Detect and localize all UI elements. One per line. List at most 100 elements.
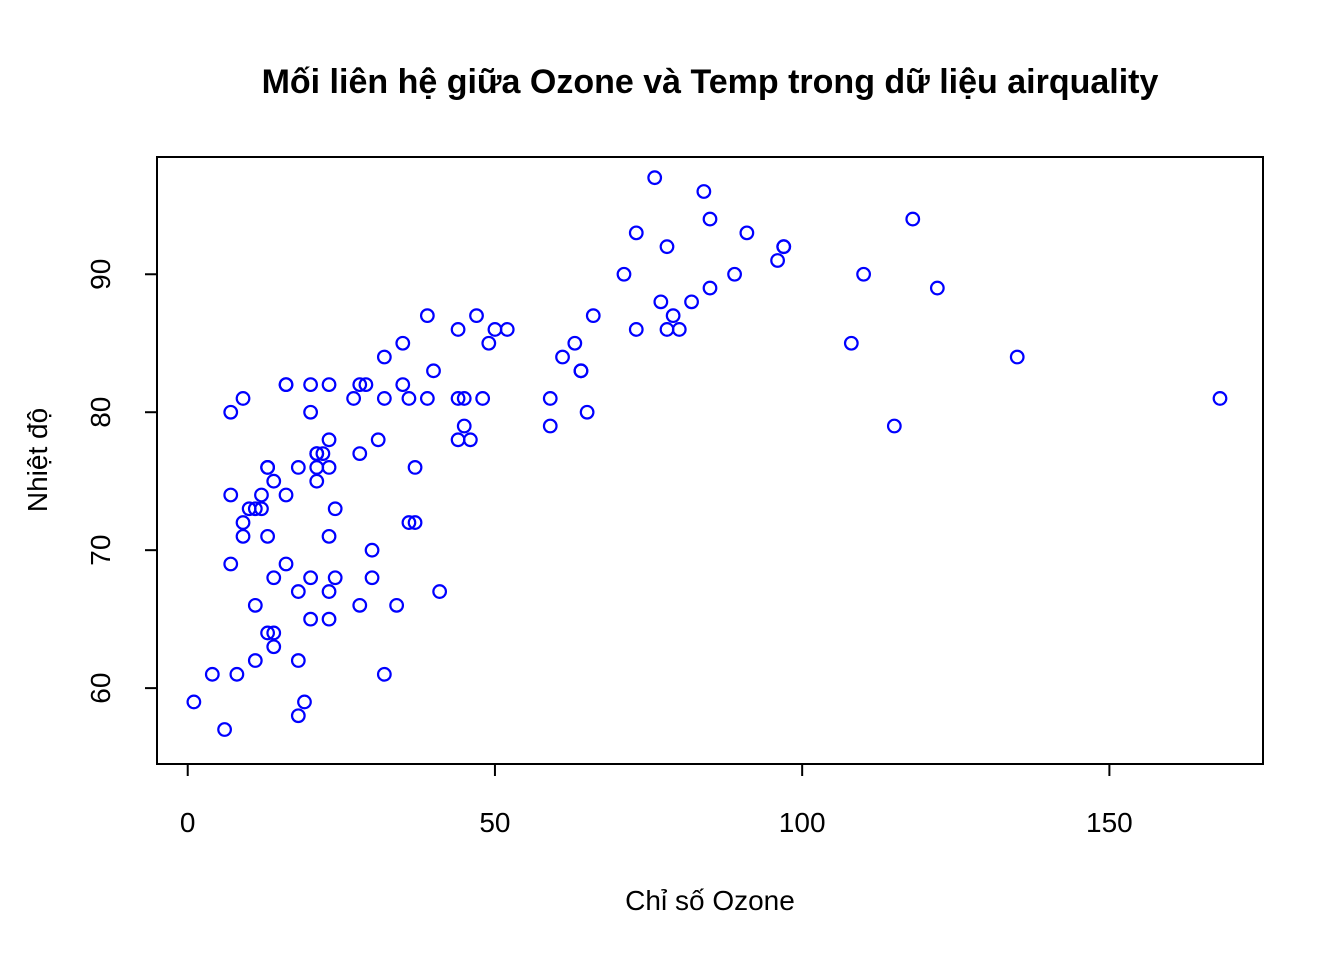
data-point	[647, 170, 663, 186]
data-point	[309, 459, 325, 475]
data-point	[223, 556, 239, 572]
data-point	[266, 625, 282, 641]
data-point	[229, 666, 245, 682]
data-point	[223, 404, 239, 420]
data-point	[450, 432, 466, 448]
data-point	[235, 515, 251, 530]
data-point	[364, 570, 380, 586]
data-point	[278, 556, 294, 572]
data-point	[702, 280, 718, 296]
data-point	[475, 391, 491, 406]
data-point	[456, 391, 472, 406]
data-point	[628, 225, 644, 241]
data-point	[542, 418, 558, 434]
data-point	[352, 377, 368, 393]
data-point	[321, 584, 337, 599]
data-point	[407, 459, 423, 475]
data-point	[665, 308, 681, 324]
data-point	[653, 294, 669, 310]
data-point	[450, 322, 466, 337]
data-point	[303, 404, 319, 420]
y-axis: 60 70 80 90	[85, 259, 158, 704]
data-point	[370, 432, 386, 448]
data-point	[419, 308, 435, 324]
data-point	[499, 322, 515, 337]
data-point	[346, 391, 362, 406]
data-point	[303, 611, 319, 627]
data-point	[573, 363, 589, 379]
data-point	[303, 570, 319, 586]
data-point	[776, 239, 792, 255]
data-point	[542, 391, 558, 406]
data-point	[352, 597, 368, 613]
data-point	[856, 266, 872, 282]
data-point	[886, 418, 902, 434]
data-point	[770, 253, 785, 268]
data-point	[186, 694, 202, 710]
data-point	[247, 597, 263, 613]
data-point	[321, 611, 337, 627]
data-point	[1212, 391, 1228, 406]
data-point	[327, 570, 343, 586]
data-point	[241, 501, 257, 517]
data-point	[247, 653, 263, 668]
data-point	[419, 391, 435, 406]
data-point	[235, 528, 251, 544]
data-point	[407, 515, 423, 530]
data-point	[684, 294, 699, 310]
data-point	[567, 335, 583, 351]
data-point	[278, 487, 294, 503]
x-tick-label: 50	[479, 807, 510, 838]
data-point	[456, 418, 472, 434]
data-point	[321, 377, 337, 393]
data-point	[432, 584, 448, 599]
data-point	[389, 597, 405, 613]
y-tick-label: 60	[85, 673, 116, 704]
data-point	[727, 266, 742, 282]
data-point	[254, 487, 269, 503]
data-point	[376, 349, 392, 365]
data-point	[376, 666, 392, 682]
data-point	[659, 322, 675, 337]
data-point	[462, 432, 478, 448]
data-point	[395, 335, 411, 351]
data-point	[266, 639, 282, 655]
data-point	[247, 501, 263, 517]
data-point	[616, 266, 632, 282]
data-point	[260, 459, 276, 475]
data-point	[266, 473, 282, 489]
data-point	[579, 404, 595, 420]
data-point	[929, 280, 945, 296]
data-point	[843, 335, 859, 351]
data-point	[487, 322, 503, 337]
data-point	[395, 377, 411, 393]
data-point	[303, 377, 319, 393]
data-point	[327, 501, 343, 517]
y-tick-label: 70	[85, 535, 116, 566]
data-point	[555, 349, 570, 365]
x-axis-label: Chỉ số Ozone	[625, 885, 795, 916]
x-axis: 0 50 100 150	[180, 763, 1133, 838]
data-point	[401, 515, 417, 530]
data-point	[290, 653, 306, 668]
data-point	[702, 211, 718, 227]
data-point	[401, 391, 417, 406]
data-point	[223, 487, 239, 503]
data-point	[905, 211, 921, 227]
y-tick-label: 80	[85, 397, 116, 428]
chart-title: Mối liên hệ giữa Ozone và Temp trong dữ …	[262, 63, 1159, 101]
data-point	[426, 363, 441, 379]
data-point	[321, 459, 337, 475]
data-point	[450, 391, 466, 406]
data-point	[204, 666, 220, 682]
data-point	[696, 184, 712, 199]
data-point	[364, 542, 380, 558]
data-point	[217, 722, 232, 737]
data-point	[321, 432, 337, 448]
data-point	[309, 473, 325, 489]
data-point	[266, 570, 282, 586]
data-point	[260, 625, 276, 641]
data-point	[315, 446, 331, 462]
data-point	[358, 377, 374, 393]
